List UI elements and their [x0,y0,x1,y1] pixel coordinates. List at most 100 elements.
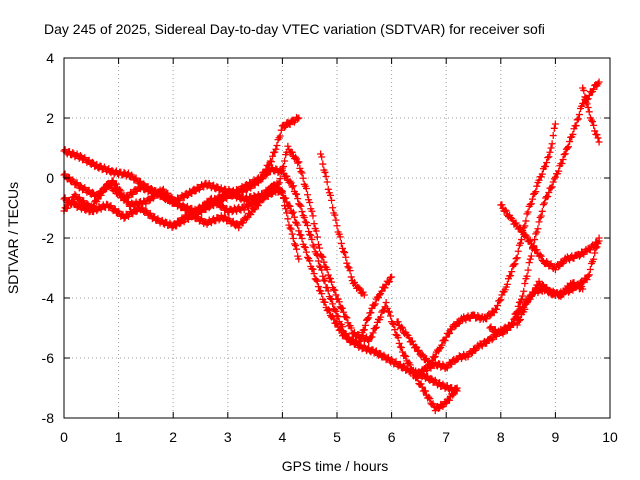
data-point [344,263,352,271]
data-point [397,343,405,351]
data-point [248,201,256,209]
data-point [276,175,284,183]
data-point [298,208,306,216]
data-point [336,233,344,241]
data-series [60,78,603,415]
data-point [162,193,170,201]
data-point [591,249,599,257]
data-point [295,158,303,166]
data-point [61,170,69,178]
data-point [547,184,555,192]
data-point [306,199,314,207]
data-point [538,280,546,288]
data-point [583,100,591,108]
x-tick-label: 2 [169,429,177,445]
data-point [516,315,524,323]
data-point [250,206,258,214]
data-point [579,279,587,287]
axis-ticks: 0 1 2 3 4 5 6 7 8 9 10 -8 -6 -4 -2 0 2 4 [42,50,618,445]
data-point [278,166,286,174]
data-point [284,215,292,223]
data-point [63,204,71,212]
data-point [533,246,541,254]
data-point [538,207,546,215]
data-point [585,271,593,279]
series-trace-11 [513,277,587,329]
data-point [548,183,556,191]
data-point [306,257,314,265]
data-point [308,235,316,243]
data-point [302,185,310,193]
data-point [533,182,541,190]
data-point [295,227,303,235]
data-point [89,202,97,210]
data-point [550,175,558,183]
data-point [550,124,558,132]
data-point [502,207,510,215]
data-point [289,208,297,216]
data-point [531,236,539,244]
data-point [400,362,408,370]
data-point [286,202,294,210]
data-point [258,173,266,181]
data-point [293,245,301,253]
data-point [205,204,213,212]
data-point [110,185,118,193]
data-point [546,148,554,156]
data-point [288,230,296,238]
data-point [289,182,297,190]
data-point [296,164,304,172]
data-point [376,291,384,299]
data-point [417,380,425,388]
y-tick-label: -8 [42,410,55,426]
data-point [581,93,589,101]
data-point [331,306,339,314]
data-point [523,299,531,307]
data-point [317,150,325,158]
data-point [516,239,524,247]
data-point [314,283,322,291]
data-point [329,300,337,308]
data-point [276,132,284,140]
data-point [326,275,334,283]
data-point [293,190,301,198]
data-point [542,162,550,170]
data-point [367,309,375,317]
x-tick-label: 6 [388,429,396,445]
data-point [313,277,321,285]
data-point [301,218,309,226]
data-point [381,284,389,292]
data-point [531,288,539,296]
data-point [325,307,333,315]
data-point [561,150,569,158]
data-point [294,115,302,123]
data-point [518,295,526,303]
data-point [230,190,238,198]
data-point [547,144,555,152]
data-point [239,219,247,227]
data-point [544,154,552,162]
data-point [295,114,303,122]
data-point [508,268,516,276]
data-point [418,350,426,358]
data-point [512,219,520,227]
data-point [332,307,340,315]
data-point [319,272,327,280]
data-point [132,187,140,195]
data-point [501,206,509,214]
data-point [320,258,328,266]
data-point [306,231,314,239]
data-point [300,214,308,222]
data-point [88,203,96,211]
data-point [107,181,115,189]
data-point [278,187,286,195]
data-point [543,258,551,266]
data-point [189,213,197,221]
data-point [507,272,515,280]
data-point [521,222,529,230]
data-point [333,222,341,230]
data-point [435,405,443,413]
data-point [514,247,522,255]
data-point [322,172,330,180]
data-point [281,157,289,165]
